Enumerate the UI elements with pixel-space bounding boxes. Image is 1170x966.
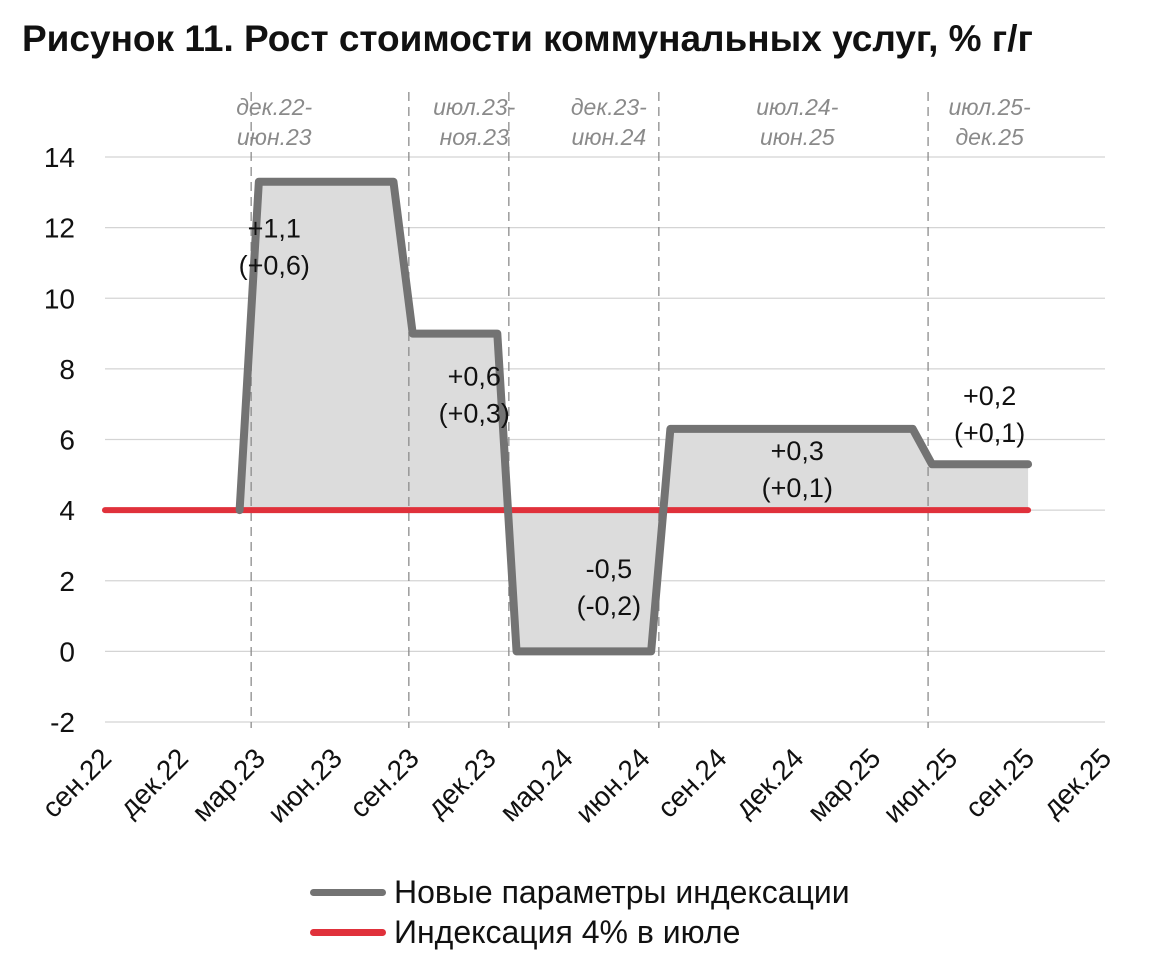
x-tick-label: дек.22 — [113, 742, 194, 823]
period-label: дек.25 — [955, 124, 1024, 150]
x-tick-label: мар.24 — [494, 742, 579, 827]
y-axis-ticks: -2 0 2 4 6 8 10 12 14 — [44, 142, 75, 738]
x-tick-label: сен.24 — [651, 742, 732, 823]
annotation-label: (+0,3) — [439, 399, 510, 429]
legend-swatch-gray — [310, 888, 386, 896]
legend-item-new-parameters: Новые параметры индексации — [310, 872, 850, 912]
annotation-label: +0,3 — [771, 436, 824, 466]
period-label: июл.24- — [756, 94, 839, 120]
period-label: июн.23 — [237, 124, 312, 150]
area-fill — [239, 181, 1029, 652]
period-separators — [250, 92, 929, 728]
annotation-label: +0,6 — [448, 362, 501, 392]
annotation-label: (+0,1) — [762, 473, 833, 503]
legend-label: Индексация 4% в июле — [394, 913, 741, 950]
annotation-label: +0,2 — [963, 381, 1016, 411]
x-tick-label: сен.23 — [344, 742, 425, 823]
period-label: дек.22- — [236, 94, 312, 120]
period-label: июл.23- — [433, 94, 516, 120]
legend: Новые параметры индексации Индексация 4%… — [310, 872, 850, 952]
annotation-label: (-0,2) — [577, 591, 642, 621]
series-line-new-parameters — [235, 177, 1033, 656]
y-tick-label: 2 — [59, 566, 75, 597]
x-tick-label: июн.23 — [262, 742, 348, 828]
period-label: июл.25- — [949, 94, 1032, 120]
x-tick-label: дек.25 — [1037, 742, 1118, 823]
y-tick-label: 10 — [44, 283, 75, 314]
x-tick-label: сен.25 — [959, 742, 1040, 823]
x-tick-label: июн.25 — [877, 742, 963, 828]
x-tick-label: дек.23 — [421, 742, 502, 823]
legend-label: Новые параметры индексации — [394, 873, 850, 910]
y-tick-label: 6 — [59, 425, 75, 456]
y-tick-label: -2 — [50, 707, 75, 738]
x-tick-label: сен.22 — [36, 742, 117, 823]
y-tick-label: 14 — [44, 142, 75, 173]
annotation-label: +1,1 — [248, 213, 301, 243]
x-tick-label: мар.25 — [801, 742, 886, 827]
area-fill-shape — [239, 181, 1029, 652]
chart-title: Рисунок 11. Рост стоимости коммунальных … — [22, 18, 1033, 59]
x-tick-label: дек.24 — [729, 742, 810, 823]
y-tick-label: 4 — [59, 495, 75, 526]
period-label: дек.23- — [571, 94, 647, 120]
y-tick-label: 0 — [59, 636, 75, 667]
period-label: июн.25 — [760, 124, 835, 150]
series-lines — [102, 177, 1033, 656]
y-tick-label: 12 — [44, 213, 75, 244]
annotation-label: (+0,6) — [239, 250, 310, 280]
period-label: ноя.23 — [440, 124, 509, 150]
x-axis-ticks: сен.22дек.22мар.23июн.23сен.23дек.23мар.… — [36, 742, 1117, 828]
period-label: июн.24 — [571, 124, 646, 150]
period-labels: дек.22- июн.23 июл.23- ноя.23 дек.23- июн.24 и… — [236, 94, 1031, 150]
x-tick-label: мар.23 — [186, 742, 271, 827]
legend-swatch-red — [310, 928, 386, 936]
annotation-label: (+0,1) — [954, 418, 1025, 448]
legend-item-indexation-4: Индексация 4% в июле — [310, 912, 850, 952]
annotations: +1,1 (+0,6) +0,6 (+0,3) -0,5 (-0,2) +0,3 (+0,1)… — [239, 213, 1026, 621]
x-tick-label: июн.24 — [569, 742, 655, 828]
y-tick-label: 8 — [59, 354, 75, 385]
annotation-label: -0,5 — [586, 554, 633, 584]
